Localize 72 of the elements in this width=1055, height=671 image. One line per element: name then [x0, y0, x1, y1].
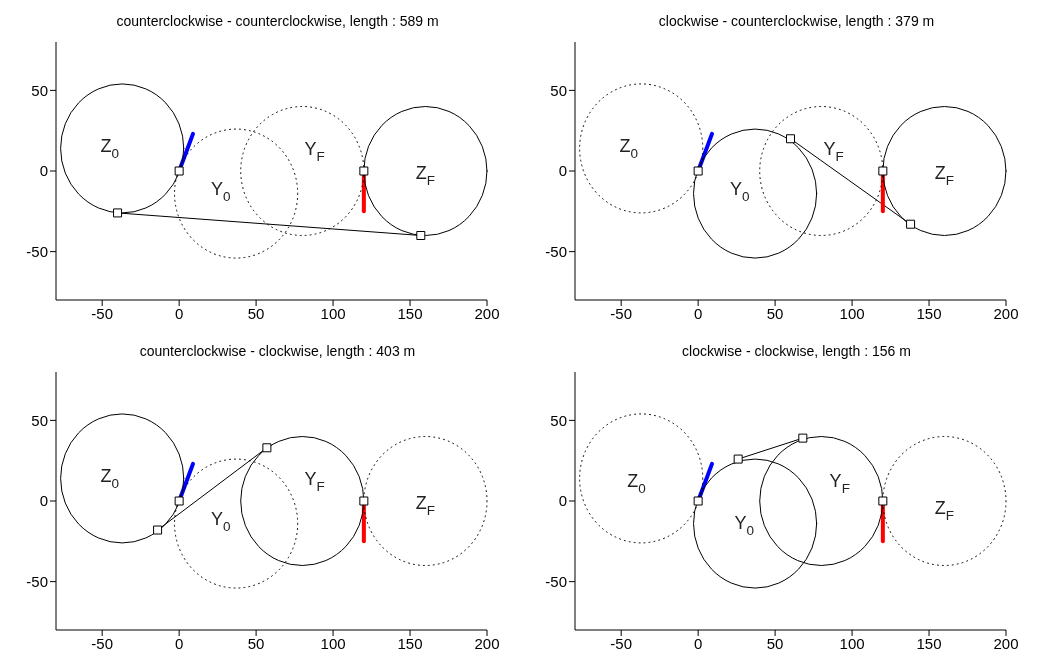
- x-tick-label: 100: [839, 304, 865, 322]
- point: [878, 496, 888, 506]
- point: [359, 166, 369, 176]
- point: [113, 208, 123, 218]
- x-tick-label: 0: [693, 634, 703, 652]
- y-tick-label: 50: [31, 81, 48, 99]
- x-tick-label: -50: [610, 634, 633, 652]
- point: [693, 496, 703, 506]
- chart-title: clockwise - clockwise, length : 156 m: [681, 342, 912, 361]
- annotation: Y$_{F}$: [304, 138, 325, 165]
- y-tick-label: 0: [558, 162, 567, 180]
- point: [359, 496, 369, 506]
- chart-title: counterclockwise - counterclockwise, length : 589 m: [115, 12, 440, 31]
- annotation: Z$_{0}$: [619, 135, 639, 161]
- chart-title: counterclockwise - clockwise, length : 403 m: [138, 342, 417, 361]
- y-tick-label: 0: [558, 492, 567, 510]
- annotation: Y$_{F}$: [304, 468, 325, 495]
- annotation: Z$_{0}$: [100, 135, 120, 161]
- x-tick-label: 100: [839, 634, 865, 652]
- annotation: Z$_{0}$: [627, 470, 646, 496]
- x-tick-label: 50: [247, 304, 265, 322]
- annotation: Z$_{F}$: [415, 162, 436, 189]
- x-tick-label: 150: [916, 304, 942, 322]
- x-tick-label: 150: [916, 634, 942, 652]
- y-tick-label: 0: [39, 162, 48, 180]
- point: [878, 166, 888, 176]
- annotation: Z$_{F}$: [415, 492, 436, 519]
- annotation: Z$_{F}$: [934, 162, 955, 189]
- x-tick-label: 50: [766, 634, 784, 652]
- annotation: Y$_{F}$: [829, 470, 850, 496]
- x-tick-label: -50: [610, 304, 633, 322]
- point: [262, 443, 272, 453]
- y-tick-label: -50: [545, 572, 567, 590]
- x-tick-label: 200: [474, 634, 500, 652]
- y-tick-label: 50: [550, 81, 567, 99]
- x-tick-label: 150: [397, 304, 423, 322]
- annotation: Z$_{0}$: [100, 465, 120, 491]
- annotation: Z$_{F}$: [934, 497, 955, 524]
- annotation: Y$_{0}$: [729, 179, 750, 205]
- point: [798, 433, 808, 443]
- point: [693, 166, 703, 176]
- point: [416, 231, 426, 240]
- annotation: Y$_{F}$: [823, 138, 844, 165]
- point: [786, 134, 795, 144]
- x-tick-label: -50: [91, 304, 114, 322]
- x-tick-label: 200: [474, 304, 500, 322]
- y-tick-label: 50: [31, 411, 48, 429]
- x-tick-label: 200: [993, 634, 1019, 652]
- chart-title: clockwise - counterclockwise, length : 379 m: [657, 12, 936, 31]
- y-tick-label: -50: [26, 242, 48, 260]
- x-tick-label: 100: [320, 634, 346, 652]
- point: [153, 525, 163, 535]
- x-tick-label: -50: [91, 634, 114, 652]
- point: [174, 166, 184, 176]
- y-tick-label: -50: [26, 572, 48, 590]
- annotation: Y$_{0}$: [210, 179, 231, 205]
- x-tick-label: 0: [174, 304, 184, 322]
- point: [174, 496, 184, 506]
- annotation: Y$_{0}$: [734, 512, 755, 538]
- point: [906, 219, 916, 229]
- x-tick-label: 50: [766, 304, 784, 322]
- x-tick-label: 200: [993, 304, 1019, 322]
- point: [733, 454, 743, 464]
- x-tick-label: 0: [174, 634, 184, 652]
- y-tick-label: 0: [39, 492, 48, 510]
- x-tick-label: 0: [693, 304, 703, 322]
- y-tick-label: 50: [550, 411, 567, 429]
- x-tick-label: 100: [320, 304, 346, 322]
- annotation: Y$_{0}$: [210, 509, 231, 535]
- x-tick-label: 50: [247, 634, 265, 652]
- x-tick-label: 150: [397, 634, 423, 652]
- y-tick-label: -50: [545, 242, 567, 260]
